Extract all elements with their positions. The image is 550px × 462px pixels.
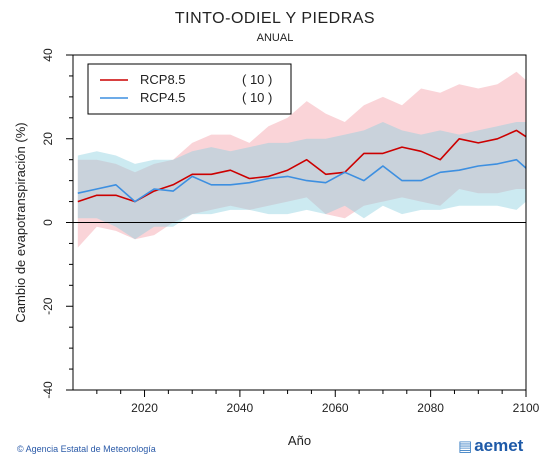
band-rcp4-5	[77, 122, 527, 240]
aemet-logo-text: aemet	[474, 436, 524, 455]
legend-label-rcp4-5: RCP4.5	[140, 90, 186, 105]
x-axis: 2020 2040 2060 2080 2100	[96, 390, 540, 415]
legend-label-rcp8-5: RCP8.5	[140, 72, 186, 87]
aemet-logo: ▤ aemet	[458, 436, 523, 456]
series-lines	[77, 129, 527, 203]
y-tick-label: 40	[41, 48, 55, 62]
x-tick-label: 2060	[322, 401, 349, 415]
y-tick-label: 0	[41, 219, 55, 226]
y-axis-label: Cambio de evapotranspiración (%)	[13, 122, 28, 322]
legend-box	[87, 63, 292, 115]
aemet-logo-icon: ▤	[458, 438, 473, 455]
chart-subtitle: ANUAL	[256, 32, 294, 44]
x-axis-label: Año	[288, 433, 311, 448]
x-tick-label: 2100	[513, 401, 540, 415]
x-tick-label: 2020	[131, 401, 158, 415]
chart-title: TINTO-ODIEL Y PIEDRAS	[174, 10, 376, 27]
y-tick-label: -40	[41, 381, 55, 399]
legend-count-rcp8-5: ( 10 )	[242, 72, 272, 87]
y-axis: 40 20 0 -20 -40	[41, 48, 73, 399]
series-line-rcp4-5	[77, 158, 527, 203]
band-rcp8-5	[77, 71, 527, 248]
series-line-rcp8-5	[77, 129, 527, 203]
y-tick-label: 20	[41, 132, 55, 146]
legend-count-rcp4-5: ( 10 )	[242, 90, 272, 105]
x-tick-label: 2040	[227, 401, 254, 415]
footer-credit: © Agencia Estatal de Meteorología	[17, 444, 156, 454]
legend: RCP8.5 ( 10 ) RCP4.5 ( 10 )	[87, 63, 292, 115]
x-tick-label: 2080	[417, 401, 444, 415]
y-tick-label: -20	[41, 297, 55, 315]
uncertainty-bands	[77, 71, 527, 248]
